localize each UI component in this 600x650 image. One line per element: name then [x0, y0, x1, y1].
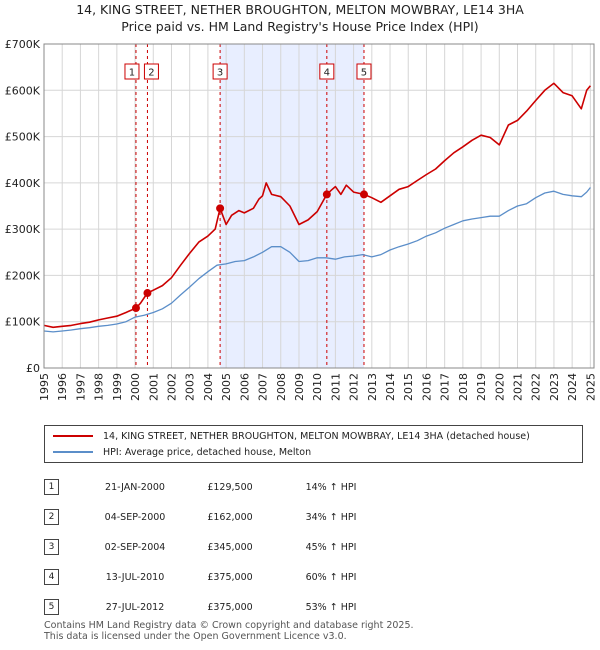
sale-number-box	[212, 63, 228, 80]
x-tick-label: 2005	[220, 373, 233, 401]
transaction-hpi: 34% ↑ HPI	[305, 511, 357, 523]
transaction-price: £375,000	[207, 601, 253, 613]
sale-point	[359, 190, 368, 199]
x-tick-label: 1995	[38, 373, 51, 401]
x-tick-label: 2009	[293, 373, 306, 401]
table-row: 5 27-JUL-2012 £375,000 53% ↑ HPI	[44, 592, 386, 622]
sale-number-label: 5	[361, 68, 367, 79]
transaction-date: 27-JUL-2012	[105, 601, 165, 613]
property-price-line	[43, 82, 592, 329]
x-tick-label: 2017	[439, 373, 452, 401]
sale-number-label: 2	[148, 68, 154, 79]
transaction-number: 2	[44, 509, 59, 525]
y-tick-label: £200K	[5, 269, 41, 282]
transaction-date: 02-SEP-2004	[104, 541, 166, 553]
transaction-number: 1	[44, 479, 59, 495]
x-tick-label: 2021	[512, 373, 525, 401]
x-tick-label: 2022	[530, 373, 543, 401]
sale-point	[143, 289, 152, 298]
x-tick-label: 2013	[366, 373, 379, 401]
y-tick-label: £100K	[5, 316, 41, 329]
x-tick-label: 2010	[311, 373, 324, 401]
x-tick-label: 2014	[384, 373, 397, 401]
transaction-hpi: 14% ↑ HPI	[305, 481, 357, 493]
x-tick-label: 2015	[402, 373, 415, 401]
table-row: 2 04-SEP-2000 £162,000 34% ↑ HPI	[44, 502, 386, 532]
transaction-number: 3	[44, 539, 59, 555]
transaction-hpi: 53% ↑ HPI	[305, 601, 357, 613]
x-tick-label: 2006	[238, 373, 251, 401]
transaction-price: £129,500	[207, 481, 253, 493]
sale-number-label: 4	[324, 68, 330, 79]
footer-license: This data is licensed under the Open Gov…	[44, 631, 347, 642]
x-tick-label: 1999	[111, 373, 124, 401]
chart-title-line2: Price paid vs. HM Land Registry's House …	[121, 19, 479, 34]
x-tick-label: 2012	[348, 373, 361, 401]
transaction-price: £345,000	[207, 541, 253, 553]
x-tick-label: 2011	[329, 373, 342, 401]
sale-point	[216, 204, 225, 213]
x-tick-label: 2020	[493, 373, 506, 401]
footer: Contains HM Land Registry data © Crown c…	[44, 620, 414, 642]
transaction-date: 13-JUL-2010	[105, 571, 165, 583]
sale-number-label: 1	[129, 68, 135, 79]
transaction-hpi: 60% ↑ HPI	[305, 571, 357, 583]
sale-number-box	[143, 63, 159, 80]
legend-item-property: 14, KING STREET, NETHER BROUGHTON, MELTO…	[53, 428, 530, 444]
x-tick-label: 2007	[257, 373, 270, 401]
transactions-table: 1 21-JAN-2000 £129,500 14% ↑ HPI 2 04-SE…	[44, 472, 386, 622]
hpi-line	[43, 187, 591, 333]
footer-copyright: Contains HM Land Registry data © Crown c…	[44, 620, 414, 631]
transaction-price: £375,000	[207, 571, 253, 583]
sale-number-box	[356, 63, 372, 80]
table-row: 3 02-SEP-2004 £345,000 45% ↑ HPI	[44, 532, 386, 562]
x-tick-label: 2024	[566, 373, 579, 401]
sale-number-box	[124, 63, 140, 80]
table-row: 4 13-JUL-2010 £375,000 60% ↑ HPI	[44, 562, 386, 592]
sale-number-box	[319, 63, 335, 80]
price-chart: £0 £100K £200K £300K £400K £500K £600K £700K 199…	[5, 38, 598, 401]
transaction-number: 5	[44, 599, 59, 615]
sale-number-label: 3	[217, 68, 223, 79]
x-tick-label: 2016	[420, 373, 433, 401]
x-tick-label: 2003	[184, 373, 197, 401]
sale-point	[322, 190, 331, 199]
legend-swatch-property	[53, 435, 93, 437]
y-tick-label: £0	[26, 362, 40, 375]
x-tick-label: 2025	[584, 373, 597, 401]
legend-swatch-hpi	[53, 451, 93, 453]
y-tick-label: £400K	[5, 177, 41, 190]
y-tick-label: £600K	[5, 84, 41, 97]
legend-label-property: 14, KING STREET, NETHER BROUGHTON, MELTO…	[103, 430, 530, 442]
x-tick-label: 2019	[475, 373, 488, 401]
transaction-number: 4	[44, 569, 59, 585]
x-tick-label: 2002	[165, 373, 178, 401]
x-tick-label: 2000	[129, 373, 142, 401]
transaction-date: 04-SEP-2000	[104, 511, 166, 523]
x-tick-label: 1997	[74, 373, 87, 401]
sale-point	[131, 304, 140, 313]
legend-label-hpi: HPI: Average price, detached house, Melt…	[103, 446, 312, 458]
table-row: 1 21-JAN-2000 £129,500 14% ↑ HPI	[44, 472, 386, 502]
legend-item-hpi: HPI: Average price, detached house, Melt…	[53, 444, 311, 460]
x-tick-label: 2008	[275, 373, 288, 401]
x-tick-label: 1998	[93, 373, 106, 401]
x-tick-label: 1996	[56, 373, 69, 401]
x-tick-label: 2001	[147, 373, 160, 401]
x-tick-label: 2018	[457, 373, 470, 401]
y-tick-label: £500K	[5, 131, 41, 144]
plot-frame	[43, 43, 595, 369]
x-tick-label: 2023	[548, 373, 561, 401]
transaction-price: £162,000	[207, 511, 253, 523]
y-tick-label: £300K	[5, 223, 41, 236]
x-tick-label: 2004	[202, 373, 215, 401]
legend: 14, KING STREET, NETHER BROUGHTON, MELTO…	[44, 425, 583, 463]
transaction-date: 21-JAN-2000	[105, 481, 165, 493]
transaction-hpi: 45% ↑ HPI	[305, 541, 357, 553]
y-tick-label: £700K	[5, 38, 41, 51]
highlight-region	[220, 44, 364, 368]
chart-title-line1: 14, KING STREET, NETHER BROUGHTON, MELTO…	[76, 2, 524, 17]
